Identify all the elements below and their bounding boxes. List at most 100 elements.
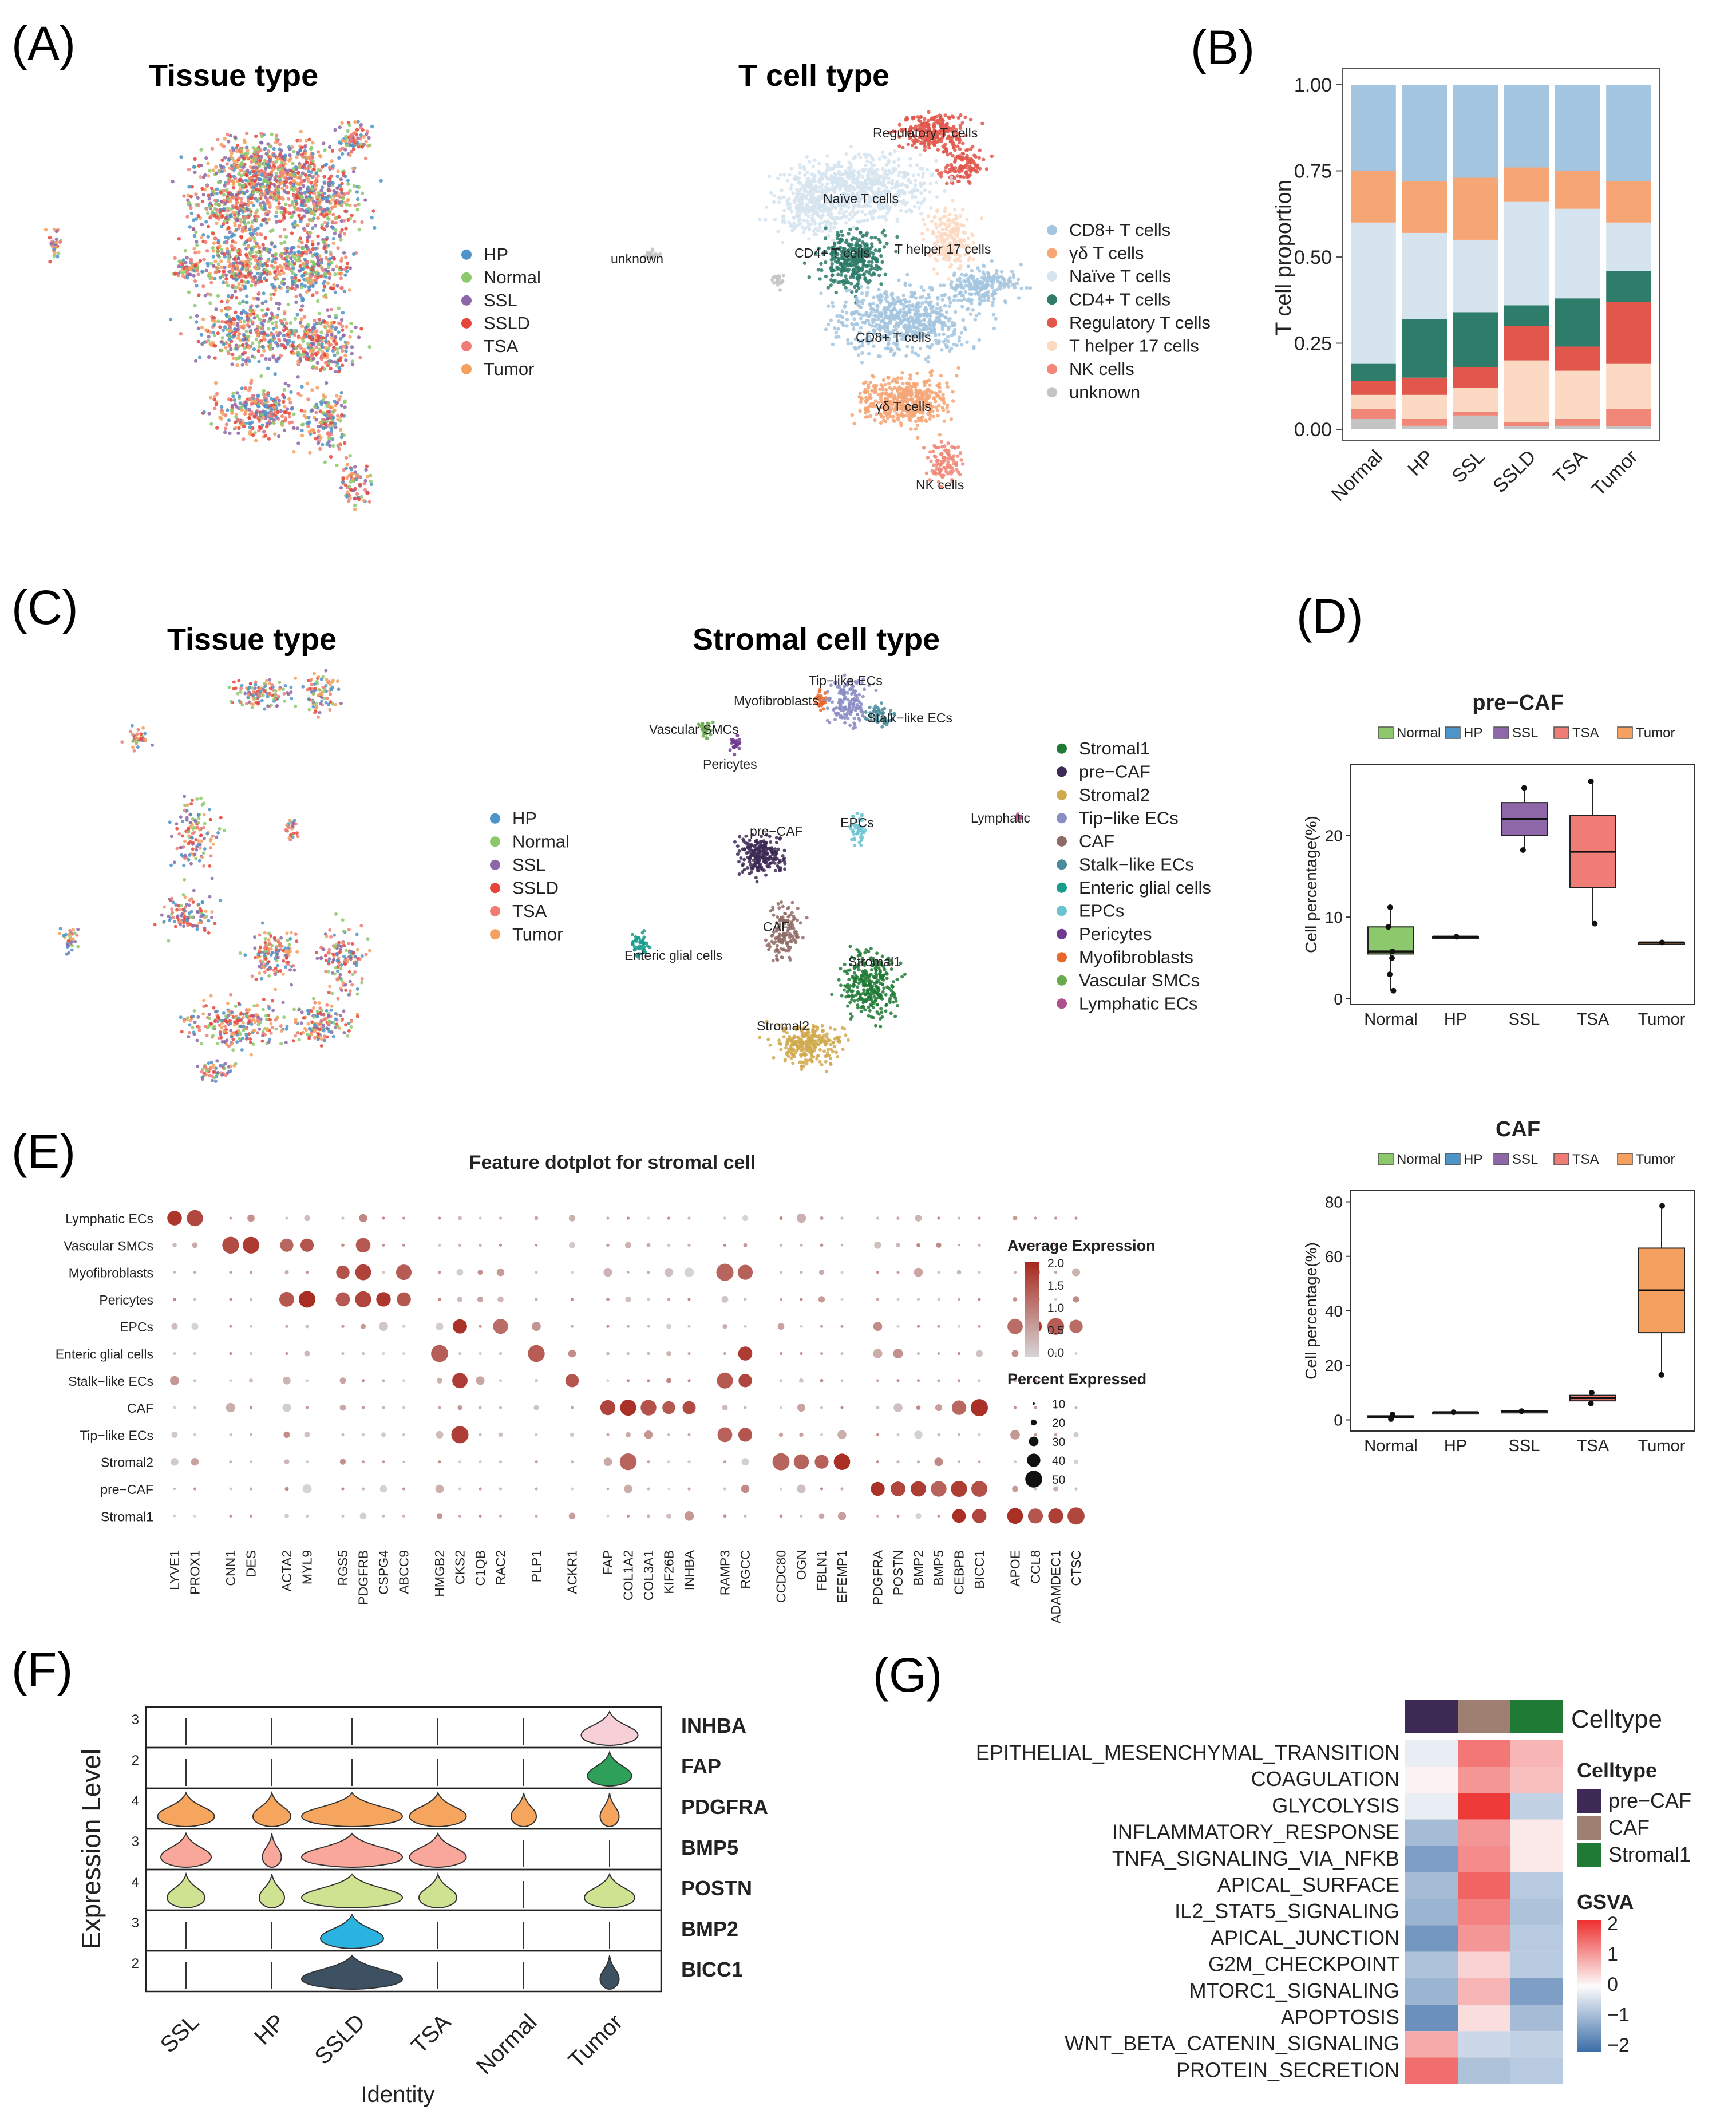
umap-a1-point xyxy=(274,220,279,224)
umap-a1-point xyxy=(220,348,224,353)
umap-a1-point xyxy=(288,204,292,208)
umap-a2-point xyxy=(883,234,887,238)
umap-a2-point xyxy=(867,168,871,172)
umap-a1-point xyxy=(352,479,356,483)
umap-a1-point xyxy=(287,262,291,266)
umap-a1-point xyxy=(239,236,244,240)
umap-a1-point xyxy=(303,163,307,167)
umap-a2-point xyxy=(825,154,829,158)
umap-a1-point xyxy=(247,313,252,317)
umap-a1-point xyxy=(319,436,323,440)
umap-a1-point xyxy=(257,291,261,295)
umap-a1-point xyxy=(238,394,242,398)
umap-a2-point xyxy=(940,227,944,232)
umap-a1-point xyxy=(255,393,259,398)
umap-a1-point xyxy=(309,147,313,151)
umap-a2-point xyxy=(971,144,975,149)
umap-a2-point xyxy=(844,274,848,278)
umap-a1-point xyxy=(242,323,246,327)
umap-a1-point xyxy=(298,254,302,258)
umap-a1-point xyxy=(329,286,334,290)
umap-a1-point xyxy=(279,164,283,168)
umap-a1-point xyxy=(305,176,309,180)
umap-a1-point xyxy=(220,410,224,415)
umap-a2-point xyxy=(830,274,835,278)
umap-a1-point xyxy=(340,121,344,125)
umap-a1-point xyxy=(222,199,226,203)
umap-a1-point xyxy=(321,210,325,214)
umap-a1-point xyxy=(339,486,343,490)
umap-a1-point xyxy=(303,228,307,232)
umap-a1-point xyxy=(316,150,321,154)
umap-a1-point xyxy=(266,142,270,146)
umap-a1-point xyxy=(248,329,253,333)
umap-a1-point xyxy=(298,293,302,297)
umap-a2-point xyxy=(954,169,958,173)
umap-a2-point xyxy=(865,218,870,222)
umap-a1-point xyxy=(351,169,356,173)
umap-a1-point xyxy=(360,191,365,195)
umap-a1-point xyxy=(328,444,332,448)
umap-a1-point xyxy=(231,391,235,396)
umap-a1-point xyxy=(227,180,231,184)
umap-a1-point xyxy=(238,401,242,405)
umap-a1-point xyxy=(345,269,349,274)
umap-a1-point xyxy=(203,340,207,344)
umap-a2-point xyxy=(956,144,960,148)
umap-a2-point xyxy=(820,186,824,190)
umap-a1-point xyxy=(269,403,274,408)
umap-a2-point xyxy=(916,188,920,193)
umap-a1-point xyxy=(272,405,276,409)
umap-a1-point xyxy=(280,256,284,260)
umap-a1-point xyxy=(308,343,312,347)
umap-a1-point xyxy=(235,264,239,268)
umap-a2-point xyxy=(829,283,833,287)
umap-a1-point xyxy=(256,333,260,337)
umap-a2-point xyxy=(820,183,824,187)
umap-a1-point xyxy=(212,323,216,327)
umap-a1-point xyxy=(346,182,350,186)
umap-a1-point xyxy=(242,424,246,429)
umap-a1-point xyxy=(201,284,205,289)
umap-a2-point xyxy=(928,181,933,186)
umap-a1-point xyxy=(327,271,331,276)
umap-a1-point xyxy=(331,268,335,272)
umap-a1-point xyxy=(279,210,283,215)
umap-a1-point xyxy=(290,407,294,411)
umap-a1-point xyxy=(308,194,312,199)
umap-a1-point xyxy=(239,287,243,291)
umap-a1-point xyxy=(327,361,331,365)
umap-a2-point xyxy=(961,152,966,156)
umap-a1-point xyxy=(314,184,318,188)
umap-a1-point xyxy=(264,268,268,272)
umap-a2-point xyxy=(802,193,806,198)
umap-a1-point xyxy=(263,217,267,221)
umap-a1-point xyxy=(275,266,280,270)
umap-a1-point xyxy=(277,403,281,407)
umap-a1-point xyxy=(274,171,278,176)
umap-a1-point xyxy=(204,240,208,244)
umap-a1-point xyxy=(244,329,248,334)
umap-a1-point xyxy=(188,272,192,276)
umap-a1-point xyxy=(344,137,349,142)
umap-a2-point xyxy=(830,262,834,266)
umap-a1-point xyxy=(342,345,347,349)
umap-a1-point xyxy=(295,258,299,263)
umap-a1-point xyxy=(189,315,193,319)
umap-a1-point xyxy=(290,187,294,192)
umap-a1-point xyxy=(317,168,321,172)
umap-a2-point xyxy=(837,169,841,173)
umap-a1-point xyxy=(284,235,288,239)
umap-a1-point xyxy=(233,327,237,331)
umap-a1-point xyxy=(323,346,328,350)
umap-a1-point xyxy=(314,172,318,176)
umap-a2-point xyxy=(797,222,801,226)
umap-a1-point xyxy=(292,450,296,454)
umap-a1-point xyxy=(317,429,321,433)
umap-a1-point xyxy=(224,277,228,281)
umap-a1-point xyxy=(276,185,280,189)
umap-a1-point xyxy=(222,269,226,273)
umap-a1-point xyxy=(326,188,331,192)
umap-a1-point xyxy=(349,468,354,472)
umap-a1-point xyxy=(224,313,228,317)
